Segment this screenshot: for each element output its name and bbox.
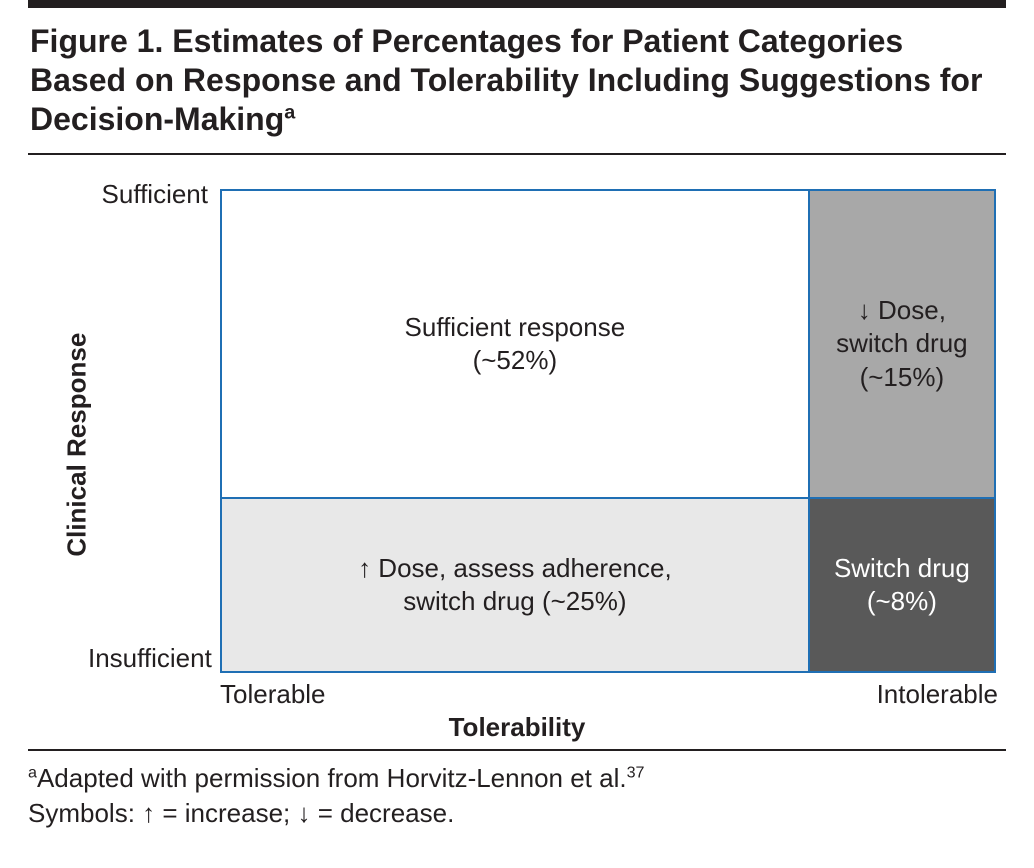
chart-area: Clinical Response Sufficient Insufficien… (28, 165, 1006, 743)
quadrant-line: Switch drug (834, 552, 970, 585)
matrix-grid: Sufficient response (~52%) ↓ Dose, switc… (220, 189, 996, 673)
y-axis-bottom-tick: Insufficient (88, 643, 208, 674)
x-axis-right-tick: Intolerable (877, 679, 998, 710)
figure-footnote: aAdapted with permission from Horvitz-Le… (28, 751, 1006, 831)
y-axis-top-tick: Sufficient (88, 179, 208, 210)
quadrant-line: (~8%) (867, 585, 937, 618)
quadrant-line: (~15%) (860, 361, 945, 394)
quadrant-sufficient-tolerable: Sufficient response (~52%) (220, 189, 810, 499)
x-axis-label: Tolerability (28, 712, 1006, 743)
quadrant-line: Sufficient response (405, 311, 626, 344)
quadrant-line: ↑ Dose, assess adherence, (358, 552, 672, 585)
quadrant-insufficient-intolerable: Switch drug (~8%) (808, 497, 996, 673)
quadrant-insufficient-tolerable: ↑ Dose, assess adherence, switch drug (~… (220, 497, 810, 673)
figure-1: Figure 1. Estimates of Percentages for P… (0, 0, 1034, 868)
quadrant-sufficient-intolerable: ↓ Dose, switch drug (~15%) (808, 189, 996, 499)
quadrant-line: (~52%) (473, 344, 558, 377)
quadrant-line: switch drug (~25%) (403, 585, 626, 618)
quadrant-line: ↓ Dose, (858, 294, 946, 327)
x-axis-left-tick: Tolerable (220, 679, 326, 710)
quadrant-line: switch drug (836, 327, 968, 360)
top-rule (28, 0, 1006, 8)
figure-title: Figure 1. Estimates of Percentages for P… (28, 8, 1006, 153)
y-axis-label: Clinical Response (61, 333, 92, 557)
title-underline (28, 153, 1006, 155)
